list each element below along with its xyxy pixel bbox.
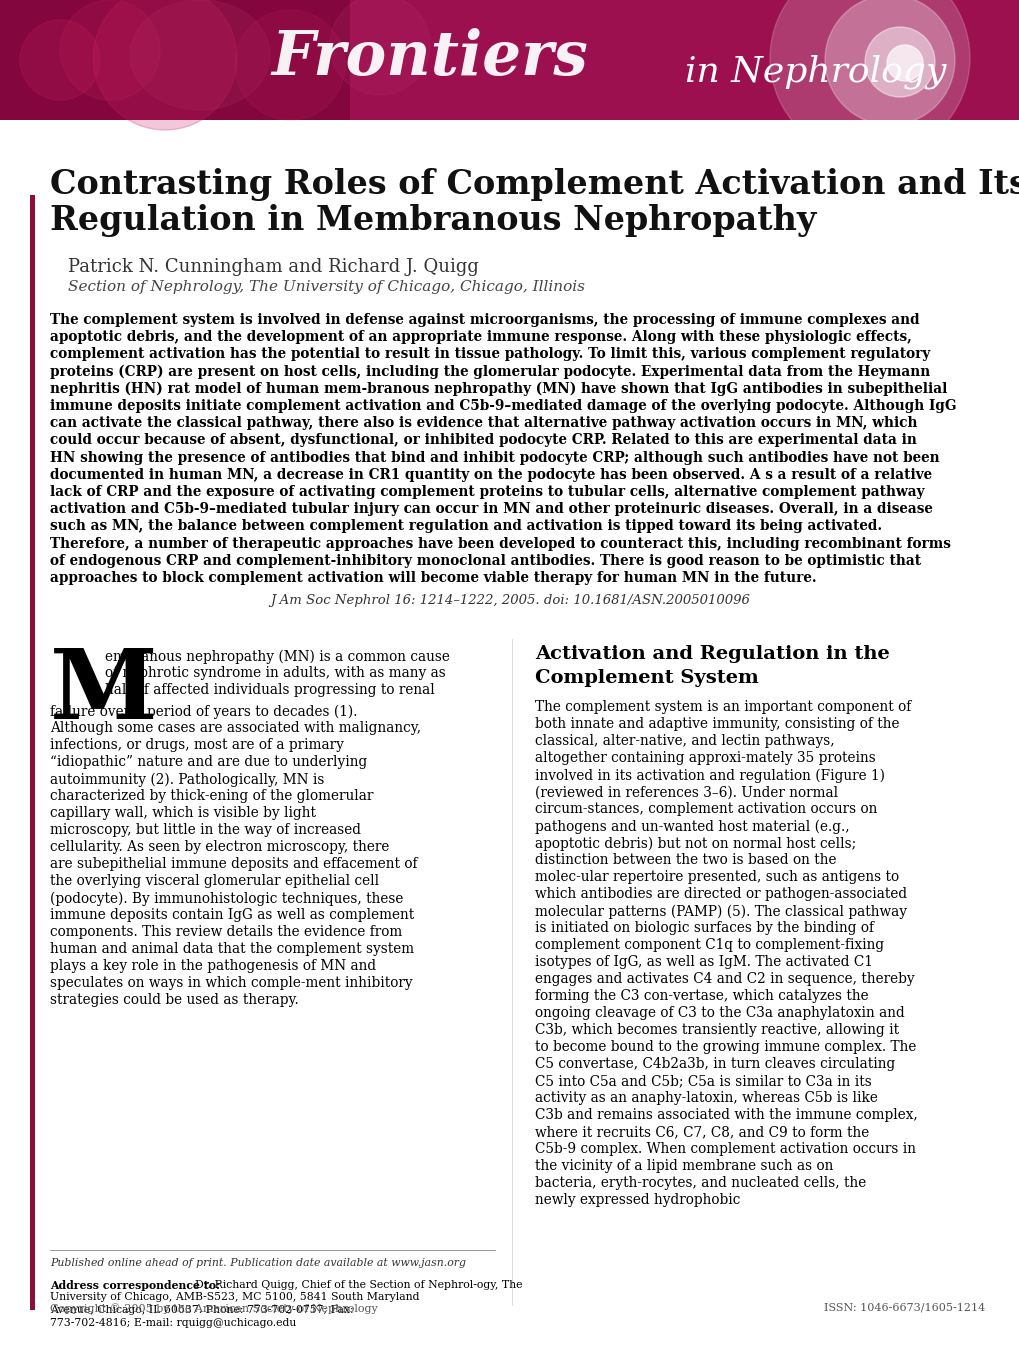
Text: “idiopathic” nature and are due to underlying: “idiopathic” nature and are due to under… [50, 755, 367, 770]
Text: isotypes of IgG, as well as IgM. The activated C1: isotypes of IgG, as well as IgM. The act… [535, 955, 872, 969]
Text: half of affected individuals progressing to renal: half of affected individuals progressing… [105, 684, 434, 698]
Text: molec-ular repertoire presented, such as antigens to: molec-ular repertoire presented, such as… [535, 871, 898, 885]
Text: University of Chicago, AMB-S523, MC 5100, 5841 South Maryland: University of Chicago, AMB-S523, MC 5100… [50, 1293, 419, 1302]
Text: Patrick N. Cunningham and Richard J. Quigg: Patrick N. Cunningham and Richard J. Qui… [68, 258, 478, 276]
Text: components. This review details the evidence from: components. This review details the evid… [50, 925, 401, 939]
Text: proteins (CRP) are present on host cells, including the glomerular podocyte. Exp: proteins (CRP) are present on host cells… [50, 364, 929, 379]
Text: can activate the classical pathway, there also is evidence that alternative path: can activate the classical pathway, ther… [50, 416, 917, 430]
Text: activity as an anaphy-latoxin, whereas C5b is like: activity as an anaphy-latoxin, whereas C… [535, 1091, 877, 1106]
Text: the vicinity of a lipid membrane such as on: the vicinity of a lipid membrane such as… [535, 1159, 833, 1173]
Text: M: M [50, 646, 158, 740]
Text: C3b, which becomes transiently reactive, allowing it: C3b, which becomes transiently reactive,… [535, 1024, 898, 1037]
Circle shape [330, 0, 430, 96]
Text: C5b-9 complex. When complement activation occurs in: C5b-9 complex. When complement activatio… [535, 1143, 915, 1156]
Text: (reviewed in references 3–6). Under normal: (reviewed in references 3–6). Under norm… [535, 785, 838, 799]
Text: infections, or drugs, most are of a primary: infections, or drugs, most are of a prim… [50, 738, 343, 752]
Text: activation and C5b-9–mediated tubular injury can occur in MN and other proteinur: activation and C5b-9–mediated tubular in… [50, 502, 932, 516]
Text: Address correspondence to:: Address correspondence to: [50, 1280, 220, 1291]
Bar [30, 195, 35, 1310]
Text: human and animal data that the complement system: human and animal data that the complemen… [50, 942, 414, 957]
Text: microscopy, but little in the way of increased: microscopy, but little in the way of inc… [50, 823, 361, 837]
Text: both innate and adaptive immunity, consisting of the: both innate and adaptive immunity, consi… [535, 717, 899, 732]
Text: 773-702-4816; E-mail: rquigg@uchicago.edu: 773-702-4816; E-mail: rquigg@uchicago.ed… [50, 1317, 297, 1328]
Text: circum-stances, complement activation occurs on: circum-stances, complement activation oc… [535, 803, 876, 816]
Text: Contrasting Roles of Complement Activation and Its: Contrasting Roles of Complement Activati… [50, 168, 1019, 201]
Circle shape [20, 20, 100, 100]
Text: the overlying visceral glomerular epithelial cell: the overlying visceral glomerular epithe… [50, 874, 379, 889]
Text: failure over a period of years to decades (1).: failure over a period of years to decade… [50, 704, 357, 718]
Text: Therefore, a number of therapeutic approaches have been developed to counteract : Therefore, a number of therapeutic appro… [50, 536, 950, 550]
Text: in Nephrology: in Nephrology [685, 55, 946, 89]
Text: complement component C1q to complement-fixing: complement component C1q to complement-f… [535, 938, 883, 953]
Text: Frontiers: Frontiers [271, 29, 588, 87]
Text: molecular patterns (PAMP) (5). The classical pathway: molecular patterns (PAMP) (5). The class… [535, 904, 906, 919]
Text: C5 into C5a and C5b; C5a is similar to C3a in its: C5 into C5a and C5b; C5a is similar to C… [535, 1074, 871, 1088]
Text: nephritis (HN) rat model of human mem-branous nephropathy (MN) have shown that I: nephritis (HN) rat model of human mem-br… [50, 382, 947, 396]
Text: The complement system is involved in defense against microorganisms, the process: The complement system is involved in def… [50, 313, 919, 328]
Text: of nephrotic syndrome in adults, with as many as: of nephrotic syndrome in adults, with as… [105, 666, 445, 680]
Text: ongoing cleavage of C3 to the C3a anaphylatoxin and: ongoing cleavage of C3 to the C3a anaphy… [535, 1006, 904, 1020]
Text: plays a key role in the pathogenesis of MN and: plays a key role in the pathogenesis of … [50, 960, 376, 973]
Text: ISSN: 1046-6673/1605-1214: ISSN: 1046-6673/1605-1214 [823, 1304, 984, 1313]
Text: Copyright © 2005 by the American Society of Nephrology: Copyright © 2005 by the American Society… [50, 1304, 377, 1313]
Circle shape [234, 10, 344, 120]
Bar [0, 0, 1019, 120]
Text: immune deposits initiate complement activation and C5b-9–mediated damage of the : immune deposits initiate complement acti… [50, 399, 956, 414]
Text: forming the C3 con-vertase, which catalyzes the: forming the C3 con-vertase, which cataly… [535, 990, 868, 1003]
Text: documented in human MN, a decrease in CR1 quantity on the podocyte has been obse: documented in human MN, a decrease in CR… [50, 468, 931, 482]
Text: approaches to block complement activation will become viable therapy for human M: approaches to block complement activatio… [50, 571, 816, 586]
Text: immune deposits contain IgG as well as complement: immune deposits contain IgG as well as c… [50, 908, 414, 923]
Text: engages and activates C4 and C2 in sequence, thereby: engages and activates C4 and C2 in seque… [535, 972, 914, 986]
Text: bacteria, eryth-rocytes, and nucleated cells, the: bacteria, eryth-rocytes, and nucleated c… [535, 1177, 865, 1190]
Text: is initiated on biologic surfaces by the binding of: is initiated on biologic surfaces by the… [535, 921, 873, 935]
Text: of endogenous CRP and complement-inhibitory monoclonal antibodies. There is good: of endogenous CRP and complement-inhibit… [50, 554, 920, 568]
Text: which antibodies are directed or pathogen-associated: which antibodies are directed or pathoge… [535, 887, 906, 901]
Text: pathogens and un-wanted host material (e.g.,: pathogens and un-wanted host material (e… [535, 819, 849, 834]
Text: are subepithelial immune deposits and effacement of: are subepithelial immune deposits and ef… [50, 857, 417, 871]
Text: speculates on ways in which comple-ment inhibitory: speculates on ways in which comple-ment … [50, 976, 413, 990]
Text: Avenue, Chicago, IL 60637. Phone: 773-702-0757; Fax:: Avenue, Chicago, IL 60637. Phone: 773-70… [50, 1305, 354, 1314]
Text: could occur because of absent, dysfunctional, or inhibited podocyte CRP. Related: could occur because of absent, dysfuncti… [50, 434, 916, 448]
Text: Regulation in Membranous Nephropathy: Regulation in Membranous Nephropathy [50, 203, 815, 238]
Text: complement activation has the potential to result in tissue pathology. To limit : complement activation has the potential … [50, 348, 929, 362]
Text: apoptotic debris, and the development of an appropriate immune response. Along w: apoptotic debris, and the development of… [50, 330, 911, 344]
Text: where it recruits C6, C7, C8, and C9 to form the: where it recruits C6, C7, C8, and C9 to … [535, 1125, 868, 1140]
Text: C5 convertase, C4b2a3b, in turn cleaves circulating: C5 convertase, C4b2a3b, in turn cleaves … [535, 1058, 895, 1072]
Text: strategies could be used as therapy.: strategies could be used as therapy. [50, 994, 299, 1007]
Text: embranous nephropathy (MN) is a common cause: embranous nephropathy (MN) is a common c… [105, 650, 449, 663]
Text: altogether containing approxi-mately 35 proteins: altogether containing approxi-mately 35 … [535, 751, 875, 766]
Text: Although some cases are associated with malignancy,: Although some cases are associated with … [50, 721, 421, 736]
Text: classical, alter-native, and lectin pathways,: classical, alter-native, and lectin path… [535, 734, 834, 748]
Text: (podocyte). By immunohistologic techniques, these: (podocyte). By immunohistologic techniqu… [50, 891, 403, 905]
Circle shape [824, 0, 954, 126]
Text: apoptotic debris) but not on normal host cells;: apoptotic debris) but not on normal host… [535, 837, 855, 850]
Text: lack of CRP and the exposure of activating complement proteins to tubular cells,: lack of CRP and the exposure of activati… [50, 485, 923, 500]
Text: Complement System: Complement System [535, 669, 758, 687]
Text: involved in its activation and regulation (Figure 1): involved in its activation and regulatio… [535, 768, 884, 782]
Circle shape [864, 27, 934, 97]
Text: capillary wall, which is visible by light: capillary wall, which is visible by ligh… [50, 807, 316, 820]
Text: J Am Soc Nephrol 16: 1214–1222, 2005. doi: 10.1681/ASN.2005010096: J Am Soc Nephrol 16: 1214–1222, 2005. do… [270, 594, 749, 607]
Text: Dr. Richard Quigg, Chief of the Section of Nephrol-ogy, The: Dr. Richard Quigg, Chief of the Section … [195, 1280, 522, 1290]
Text: C3b and remains associated with the immune complex,: C3b and remains associated with the immu… [535, 1108, 917, 1122]
Circle shape [769, 0, 969, 158]
Text: HN showing the presence of antibodies that bind and inhibit podocyte CRP; althou: HN showing the presence of antibodies th… [50, 450, 938, 464]
Text: characterized by thick-ening of the glomerular: characterized by thick-ening of the glom… [50, 789, 373, 803]
Bar [0, 0, 350, 120]
Text: Activation and Regulation in the: Activation and Regulation in the [535, 646, 889, 663]
Circle shape [887, 45, 922, 81]
Text: Published online ahead of print. Publication date available at www.jasn.org: Published online ahead of print. Publica… [50, 1259, 466, 1268]
Circle shape [93, 0, 236, 130]
Text: The complement system is an important component of: The complement system is an important co… [535, 700, 910, 714]
Text: newly expressed hydrophobic: newly expressed hydrophobic [535, 1193, 740, 1207]
Text: such as MN, the balance between complement regulation and activation is tipped t: such as MN, the balance between compleme… [50, 520, 881, 534]
Text: to become bound to the growing immune complex. The: to become bound to the growing immune co… [535, 1040, 915, 1054]
Circle shape [60, 0, 160, 100]
Text: autoimmunity (2). Pathologically, MN is: autoimmunity (2). Pathologically, MN is [50, 773, 324, 786]
Ellipse shape [129, 0, 270, 111]
Text: Section of Nephrology, The University of Chicago, Chicago, Illinois: Section of Nephrology, The University of… [68, 280, 585, 293]
Text: cellularity. As seen by electron microscopy, there: cellularity. As seen by electron microsc… [50, 841, 389, 854]
Text: distinction between the two is based on the: distinction between the two is based on … [535, 853, 836, 867]
